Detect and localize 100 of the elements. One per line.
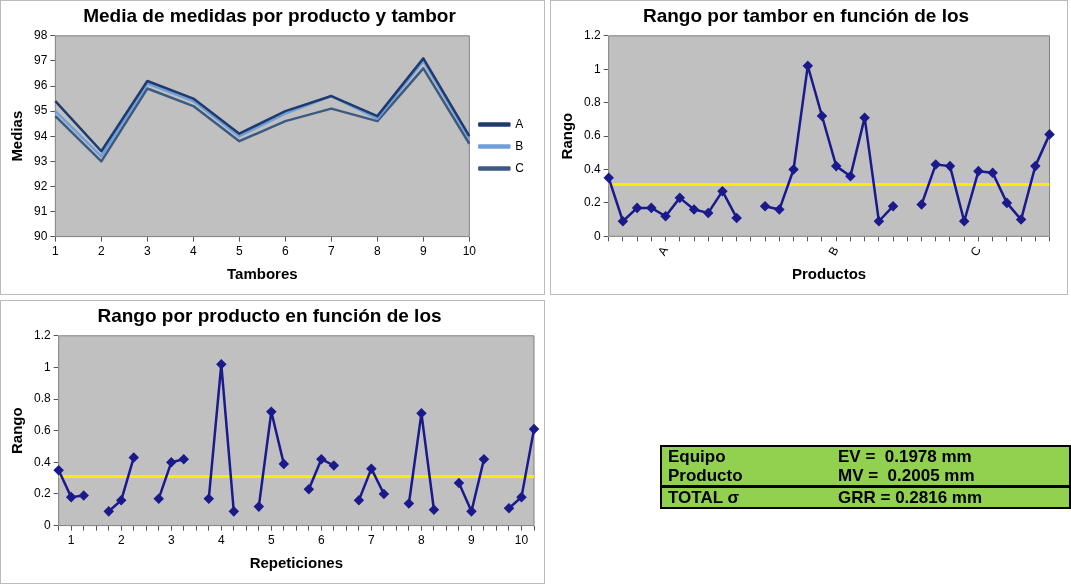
point — [987, 168, 998, 178]
point — [931, 159, 941, 170]
x-tick-label: 3 — [167, 533, 175, 548]
point — [1044, 129, 1055, 140]
x-tick-label: 7 — [327, 244, 335, 259]
y-axis-title: Medias — [8, 110, 26, 162]
point — [404, 498, 414, 509]
x-axis-title: Repeticiones — [249, 554, 344, 572]
legend-label: C — [515, 160, 525, 175]
text: TOTAL σ — [668, 488, 741, 507]
text: EV = 0.1978 mm — [838, 447, 972, 466]
text: MV = 0.2005 mm — [838, 466, 975, 485]
x-tick-label: 5 — [267, 533, 275, 548]
y-tick-label: 0.2 — [583, 195, 601, 210]
point — [888, 201, 898, 211]
point — [916, 199, 927, 210]
x-tick-label: 1 — [67, 533, 75, 548]
point — [329, 460, 339, 471]
point — [454, 478, 464, 488]
x-axis-title: Productos — [792, 265, 867, 283]
y-tick-label: 98 — [33, 28, 48, 43]
point — [945, 161, 955, 171]
point — [166, 457, 177, 468]
point — [479, 454, 489, 464]
point — [116, 495, 126, 506]
point — [774, 204, 785, 215]
x-tick-label: 6 — [318, 533, 326, 548]
point — [703, 208, 713, 218]
point — [874, 216, 884, 227]
x-tick-label: 4 — [190, 244, 197, 259]
point — [817, 111, 827, 121]
point — [429, 505, 439, 515]
point — [529, 424, 539, 434]
x-tick-label: C — [967, 243, 985, 259]
point — [179, 454, 189, 464]
point — [103, 506, 114, 517]
point — [379, 489, 389, 499]
y-tick-label: 1.2 — [583, 28, 601, 43]
chart-title: Rango por tambor en función de los — [642, 4, 970, 26]
y-tick-label: 92 — [33, 178, 48, 193]
point — [618, 216, 628, 227]
point — [859, 112, 870, 123]
point — [731, 213, 742, 223]
y-tick-label: 0.8 — [583, 94, 601, 109]
point — [504, 503, 514, 513]
x-tick-label: 2 — [98, 244, 105, 259]
x-tick-label: 9 — [419, 244, 427, 259]
point — [66, 492, 76, 502]
text: Equipo — [668, 447, 727, 466]
x-tick-label: 10 — [462, 244, 477, 259]
y-tick-label: 1 — [43, 359, 51, 374]
point — [660, 211, 671, 221]
point — [760, 201, 770, 211]
y-tick-label: 90 — [33, 228, 48, 243]
x-tick-label: 5 — [236, 244, 243, 259]
point — [216, 359, 227, 370]
point — [279, 459, 289, 469]
point — [831, 161, 841, 171]
point — [632, 203, 642, 213]
y-tick-label: 0.6 — [583, 128, 601, 143]
y-tick-label: 0.4 — [583, 161, 601, 176]
point — [959, 216, 969, 227]
point — [603, 173, 614, 183]
y-tick-label: 0 — [593, 228, 601, 243]
point — [675, 193, 685, 203]
y-tick-label: 0.2 — [33, 486, 51, 501]
point — [366, 463, 377, 474]
y-tick-label: 1 — [593, 61, 601, 76]
x-tick-label: 6 — [282, 244, 289, 259]
point — [53, 465, 64, 475]
x-axis-title: Tambores — [227, 265, 298, 283]
text: GRR = 0.2816 mm — [838, 488, 983, 507]
point — [788, 164, 799, 175]
point — [803, 61, 813, 71]
point — [229, 506, 239, 517]
chart-title: Media de medidas por producto y tambor — [83, 4, 457, 26]
y-tick-label: 0.4 — [33, 454, 51, 469]
y-tick-label: 91 — [33, 203, 48, 218]
point — [717, 186, 728, 196]
point — [128, 452, 139, 463]
y-axis-title: Rango — [558, 112, 576, 160]
x-tick-label: 10 — [514, 533, 529, 548]
x-tick-label: 8 — [373, 244, 381, 259]
point — [646, 203, 657, 213]
legend-label: B — [515, 138, 524, 153]
point — [973, 166, 984, 176]
y-tick-label: 1.2 — [33, 328, 51, 343]
point — [154, 493, 164, 504]
x-tick-label: B — [825, 244, 842, 258]
point — [1030, 161, 1041, 171]
point — [1016, 214, 1026, 225]
y-tick-label: 94 — [33, 128, 48, 143]
x-tick-label: 7 — [368, 533, 376, 548]
x-tick-label: 2 — [117, 533, 125, 548]
point — [316, 454, 327, 464]
point — [266, 406, 277, 417]
x-tick-label: 9 — [468, 533, 476, 548]
y-tick-label: 93 — [33, 153, 48, 168]
point — [354, 495, 364, 506]
legend-label: A — [515, 116, 524, 131]
